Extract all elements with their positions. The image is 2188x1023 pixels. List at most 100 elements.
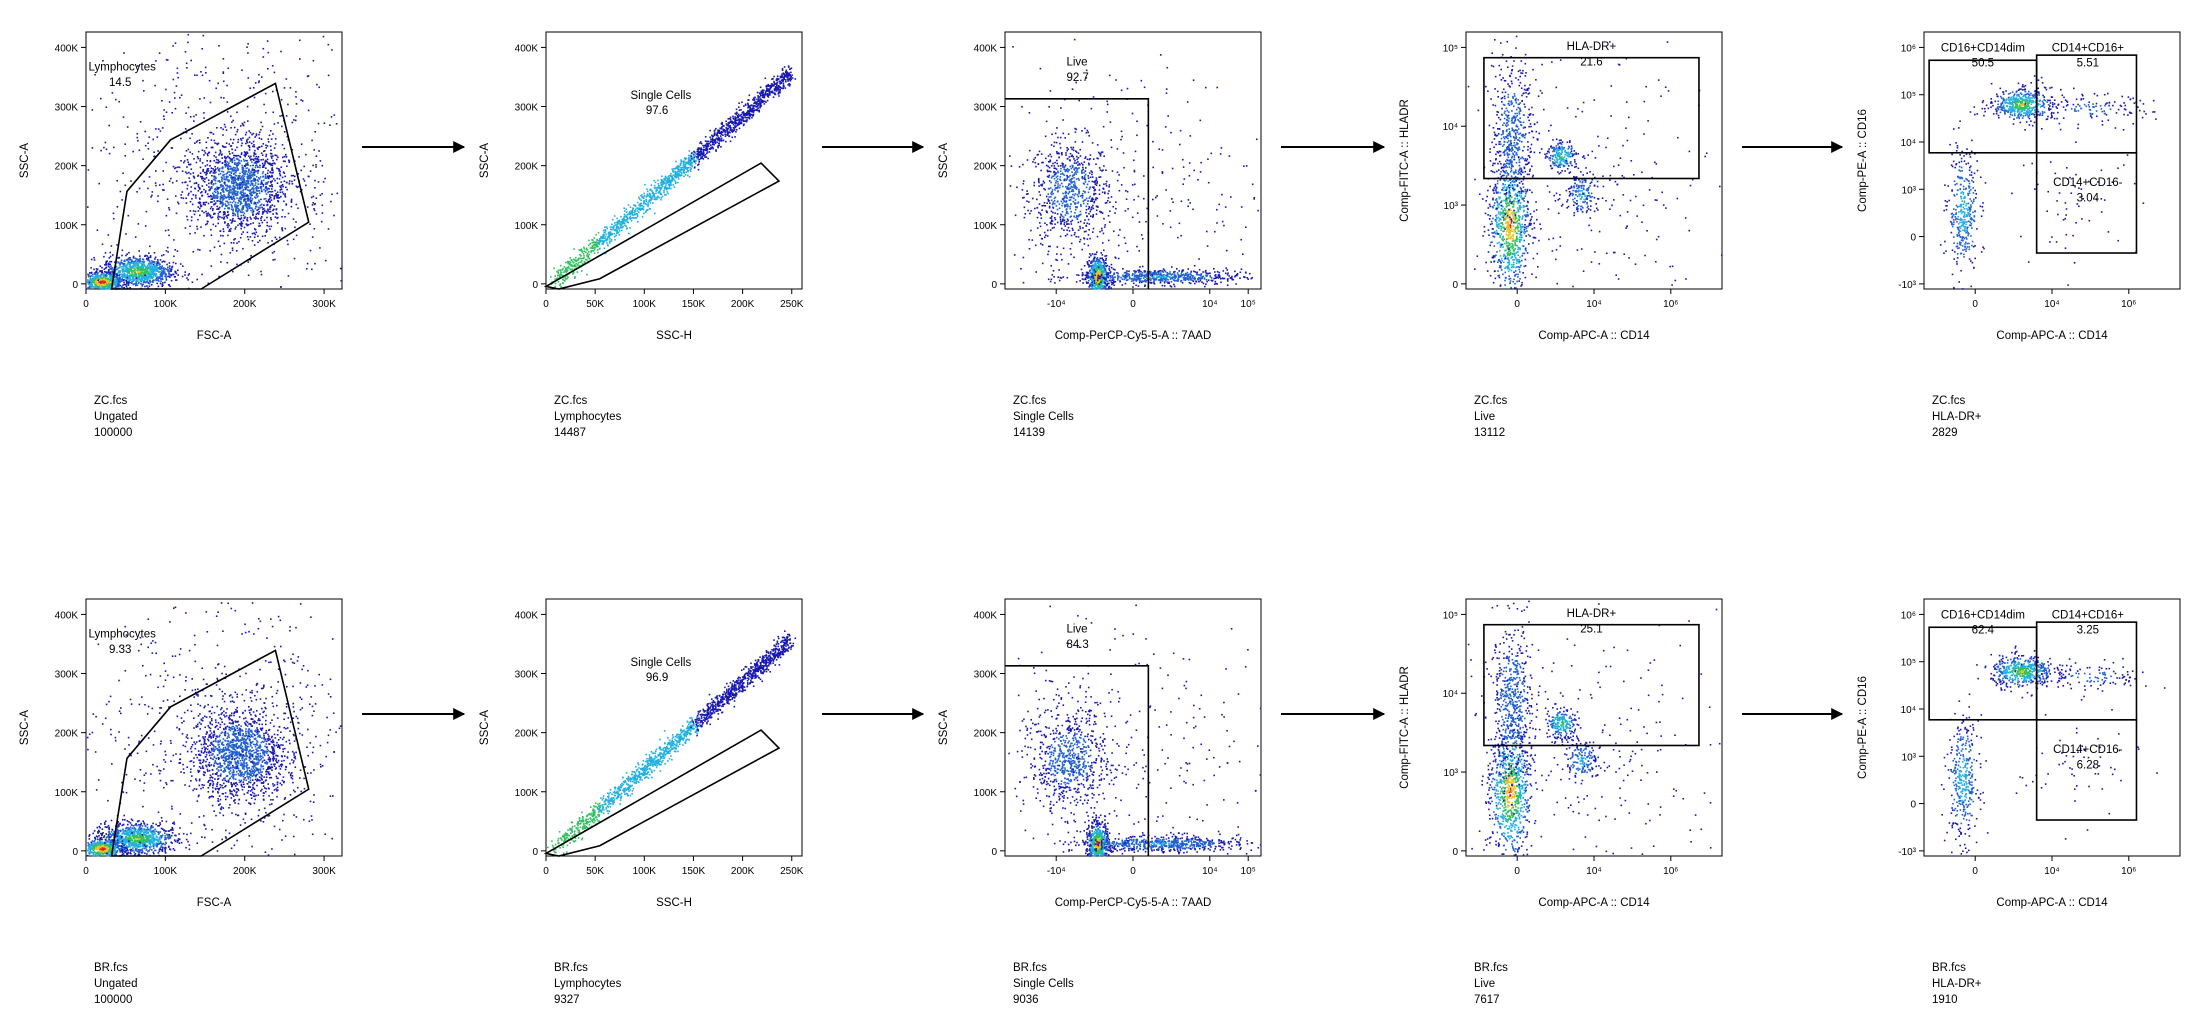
x-tick-label: 0 — [1972, 299, 1978, 310]
y-tick-label: 10⁴ — [1443, 122, 1458, 133]
x-tick-label: 0 — [1514, 299, 1520, 310]
plot-frame — [1004, 598, 1262, 857]
x-tick-label: 200K — [233, 866, 257, 877]
y-tick-label: 100K — [515, 221, 539, 232]
caption-count: 13112 — [1474, 427, 1505, 439]
gate-lymphocytes — [110, 649, 310, 857]
x-tick-label: 10⁴ — [1586, 866, 1601, 877]
x-tick-label: 10⁴ — [1202, 866, 1217, 877]
y-tick-label: 400K — [55, 43, 79, 54]
event-dots — [1940, 645, 2166, 855]
x-axis-label: Comp-APC-A :: CD14 — [1538, 330, 1650, 342]
y-tick-label: 300K — [974, 670, 998, 681]
y-tick-label: 0 — [1452, 847, 1458, 858]
gate-percent: 25.1 — [1580, 623, 1602, 635]
y-tick-label: 300K — [515, 103, 539, 114]
gate-label: Single Cells — [630, 90, 691, 102]
x-tick-label: 0 — [543, 866, 549, 877]
x-tick-label: 10⁶ — [1663, 866, 1678, 877]
y-tick-label: 0 — [72, 847, 78, 858]
gate-percent: 97.6 — [646, 105, 668, 117]
x-tick-label: 150K — [682, 866, 706, 877]
caption-count: 100000 — [94, 427, 132, 439]
caption-count: 9036 — [1013, 994, 1039, 1006]
caption-file: BR.fcs — [1013, 962, 1047, 974]
x-tick-label: 50K — [586, 299, 604, 310]
x-tick-label: 250K — [780, 866, 804, 877]
gate-percent: 3.04 — [2077, 193, 2100, 205]
x-tick-label: 100K — [633, 866, 657, 877]
y-tick-label: 300K — [55, 670, 79, 681]
y-tick-label: 10⁵ — [1443, 610, 1458, 621]
caption-count: 100000 — [94, 994, 132, 1006]
y-tick-label: 100K — [974, 788, 998, 799]
caption-parent: Single Cells — [1013, 411, 1074, 423]
gate-label: CD14+CD16- — [2053, 177, 2123, 189]
gate-label: CD16+CD14dim — [1941, 42, 2025, 54]
caption-file: ZC.fcs — [1474, 395, 1507, 407]
caption-file: ZC.fcs — [1932, 395, 1965, 407]
x-axis-label: Comp-PerCP-Cy5-5-A :: 7AAD — [1055, 897, 1212, 909]
y-axis-label: Comp-PE-A :: CD16 — [1857, 109, 1869, 212]
flow-plot-2-5: CD16+CD14dim 62.4 CD14+CD16+ 3.25 CD14+CD16-… — [1857, 598, 2181, 1006]
gate-percent: 9.33 — [109, 644, 131, 656]
gate-single-cells — [543, 162, 781, 290]
flow-plot-2-2: Single Cells 96.9 0 50K 100K 150K 200K 250K 0 100… — [479, 598, 804, 1006]
x-tick-label: 300K — [312, 866, 336, 877]
flow-plot-1-2: Single Cells 97.6 0 50K 100K 150K 200K 250K 0 100… — [479, 31, 804, 439]
y-tick-label: 10⁴ — [1443, 689, 1458, 700]
gate-lymphocytes — [110, 82, 310, 290]
x-axis-label: Comp-APC-A :: CD14 — [1996, 330, 2108, 342]
x-tick-label: 150K — [682, 299, 706, 310]
x-tick-label: 0 — [1130, 299, 1136, 310]
caption-parent: HLA-DR+ — [1932, 978, 1982, 990]
y-axis-label: Comp-FITC-A :: HLADR — [1399, 666, 1411, 789]
plot-frame — [1923, 598, 2181, 857]
gate-label: Live — [1066, 623, 1087, 635]
flow-plot-1-5: CD16+CD14dim 50.5 CD14+CD16+ 5.51 CD14+CD16-… — [1857, 31, 2181, 439]
y-tick-label: 10³ — [1902, 185, 1917, 196]
flow-plot-2-3: Live 84.3 -10⁴ 0 10⁴ 10⁵ 0 100K 200K 300K 400K Comp… — [938, 598, 1262, 1006]
gate-percent: 21.6 — [1580, 56, 1602, 68]
y-tick-label: 10⁴ — [1901, 705, 1916, 716]
x-tick-label: 10⁵ — [1241, 866, 1256, 877]
x-tick-label: 0 — [543, 299, 549, 310]
gate-percent: 62.4 — [1972, 625, 1995, 637]
y-tick-label: 100K — [55, 788, 79, 799]
caption-parent: Ungated — [94, 978, 137, 990]
plot-frame — [85, 598, 343, 857]
gate-percent: 92.7 — [1066, 72, 1088, 84]
caption-file: ZC.fcs — [554, 395, 587, 407]
x-tick-label: 100K — [154, 299, 178, 310]
gate-label: HLA-DR+ — [1567, 41, 1617, 53]
gate-hla-dr — [1483, 623, 1700, 747]
gate-percent: 84.3 — [1066, 639, 1088, 651]
caption-file: ZC.fcs — [1013, 395, 1046, 407]
caption-parent: Ungated — [94, 411, 137, 423]
event-dots — [1467, 35, 1723, 290]
gate-label: Live — [1066, 56, 1087, 68]
x-tick-label: 200K — [731, 299, 755, 310]
plot-frame — [1923, 31, 2181, 290]
gate-live — [1005, 98, 1150, 289]
y-tick-label: 100K — [55, 221, 79, 232]
y-axis-label: SSC-A — [19, 710, 31, 745]
x-tick-label: 10⁶ — [2121, 866, 2136, 877]
gate-percent: 5.51 — [2077, 58, 2099, 70]
flow-plot-2-4: HLA-DR+ 25.1 0 10⁴ 10⁶ 0 10³ 10⁴ 10⁵ Comp-APC-A :… — [1399, 598, 1723, 1006]
x-tick-label: 0 — [83, 866, 89, 877]
gate-label: CD16+CD14dim — [1941, 609, 2025, 621]
y-tick-label: 10⁵ — [1901, 91, 1916, 102]
x-tick-label: 200K — [731, 866, 755, 877]
y-tick-label: 100K — [515, 788, 539, 799]
caption-parent: HLA-DR+ — [1932, 411, 1982, 423]
caption-count: 1910 — [1932, 994, 1958, 1006]
x-axis-label: SSC-H — [656, 897, 692, 909]
caption-count: 9327 — [554, 994, 580, 1006]
gate-label: CD14+CD16+ — [2052, 42, 2125, 54]
y-tick-label: 300K — [55, 103, 79, 114]
x-tick-label: 10⁴ — [2044, 866, 2059, 877]
gate-label: CD14+CD16- — [2053, 744, 2123, 756]
caption-file: BR.fcs — [1932, 962, 1966, 974]
y-tick-label: 100K — [974, 221, 998, 232]
